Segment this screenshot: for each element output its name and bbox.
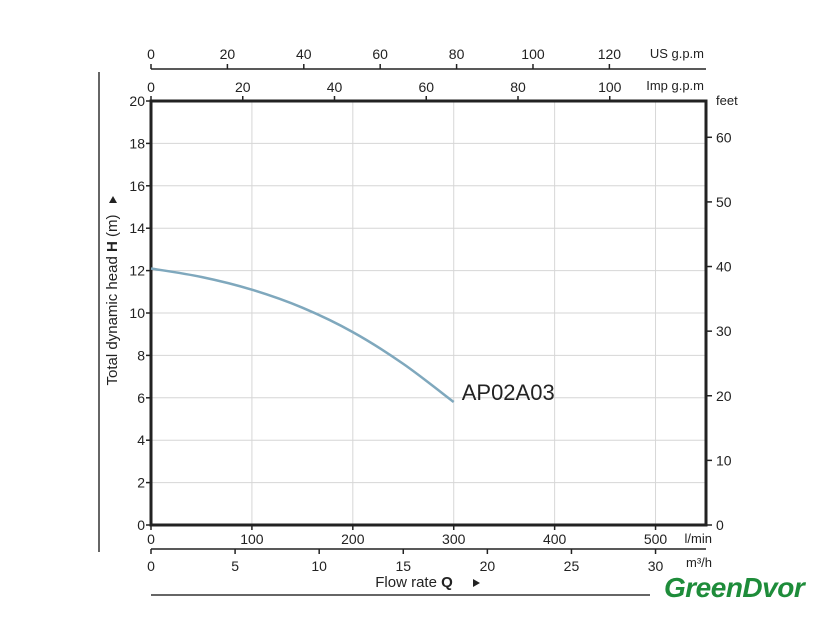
y-tick-label: 6 (137, 390, 145, 406)
y-tick-label: 0 (137, 517, 145, 533)
top-us-tick-label: 120 (598, 46, 622, 62)
y-tick-label: 8 (137, 347, 145, 363)
top-imp-tick-label: 100 (598, 79, 622, 95)
x2-tick-label: 20 (480, 558, 496, 574)
y-tick-label: 12 (129, 263, 145, 279)
top-us-tick-label: 20 (220, 46, 236, 62)
series-label-AP02A03: AP02A03 (462, 380, 555, 405)
y-tick-label: 18 (129, 135, 145, 151)
x-tick-label: 300 (442, 531, 466, 547)
y2-tick-label: 20 (716, 388, 732, 404)
x2-unit-label: m³/h (686, 555, 712, 570)
top-imp-tick-label: 40 (327, 79, 343, 95)
x-tick-label: 0 (147, 531, 155, 547)
brand-logo: GreenDvor (664, 572, 805, 603)
y-tick-label: 10 (129, 305, 145, 321)
x-tick-label: 200 (341, 531, 365, 547)
x-tick-label: 500 (644, 531, 668, 547)
x-axis-title-arrow (473, 579, 480, 587)
top-us-tick-label: 60 (372, 46, 388, 62)
top-imp-tick-label: 0 (147, 79, 155, 95)
top-imp-tick-label: 60 (418, 79, 434, 95)
grid (151, 101, 706, 525)
x-tick-label: 100 (240, 531, 264, 547)
top-imp-unit-label: Imp g.p.m (646, 78, 704, 93)
x-axis-title: Flow rate Q (375, 574, 453, 591)
top-us-unit-label: US g.p.m (650, 46, 704, 61)
x2-tick-label: 10 (311, 558, 327, 574)
y2-tick-label: 60 (716, 129, 732, 145)
y2-tick-label: 0 (716, 517, 724, 533)
x2-tick-label: 25 (564, 558, 580, 574)
y-tick-label: 14 (129, 220, 145, 236)
x2-tick-label: 15 (395, 558, 411, 574)
x-tick-label: 400 (543, 531, 567, 547)
y2-tick-label: 50 (716, 194, 732, 210)
top-us-tick-label: 80 (449, 46, 465, 62)
series-group: AP02A03 (150, 267, 555, 405)
x-unit-label: l/min (685, 531, 712, 546)
y-tick-label: 2 (137, 475, 145, 491)
y-tick-label: 20 (129, 93, 145, 109)
y2-tick-label: 30 (716, 323, 732, 339)
x2-tick-label: 5 (231, 558, 239, 574)
x2-tick-label: 30 (648, 558, 664, 574)
y-tick-label: 16 (129, 178, 145, 194)
y-tick-label: 4 (137, 432, 145, 448)
y2-tick-label: 10 (716, 452, 732, 468)
y-axis-title: Total dynamic head H (m) (104, 215, 121, 386)
x2-tick-label: 0 (147, 558, 155, 574)
top-us-tick-label: 0 (147, 46, 155, 62)
top-us-tick-label: 40 (296, 46, 312, 62)
top-imp-tick-label: 80 (510, 79, 526, 95)
top-imp-tick-label: 20 (235, 79, 251, 95)
top-us-tick-label: 100 (521, 46, 545, 62)
series-line-AP02A03 (150, 267, 455, 403)
y2-tick-label: 40 (716, 259, 732, 275)
y-axis-title-arrow (109, 196, 117, 203)
y2-unit-label: feet (716, 93, 738, 108)
